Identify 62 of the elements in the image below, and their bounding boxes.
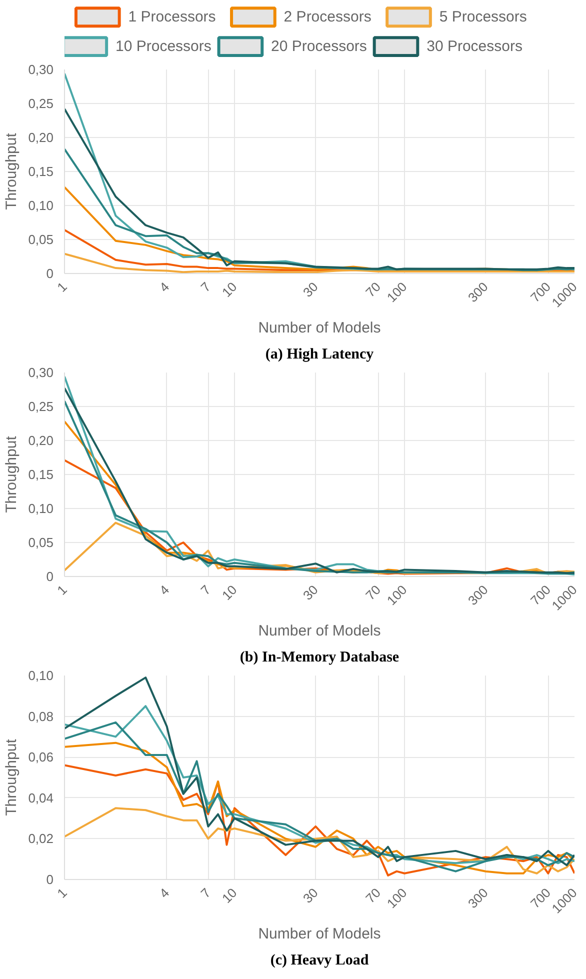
x-tick-label: 300 [464,582,491,608]
y-tick-label: 0,25 [28,96,54,111]
y-tick-label: 0 [46,872,54,887]
y-tick-label: 0,10 [28,501,54,516]
y-tick-label: 0,20 [28,130,54,145]
text: (a) High Latency [265,346,374,362]
y-tick-label: 0,08 [28,708,54,724]
y-tick-label: 0,05 [28,535,54,550]
x-tick-label: 7 [198,279,214,295]
y-tick-label: 0,15 [28,467,54,482]
x-tick-label: 70 [362,279,384,300]
x-tick-label: 4 [156,885,172,901]
y-tick-label: 0,20 [28,433,54,448]
x-tick-label: 1 [54,885,70,901]
x-tick-label: 300 [464,885,491,912]
x-tick-label: 1 [54,582,70,598]
x-tick-label: 700 [528,279,554,306]
y-tick-label: 0,30 [28,365,54,380]
y-tick-label: 0,05 [28,232,54,247]
x-axis-title: Number of Models [258,319,381,336]
y-tick-label: 0,30 [28,62,54,77]
y-tick-label: 0,15 [28,164,54,179]
x-tick-label: 4 [156,582,172,598]
x-tick-label: 100 [384,885,410,912]
x-tick-label: 10 [218,885,240,906]
x-tick-label: 100 [384,279,410,306]
y-tick-label: 0,10 [28,668,54,683]
y-axis-title: Throughput [3,435,20,513]
text: (c) Heavy Load [270,952,370,968]
x-tick-label: 7 [198,582,214,598]
x-tick-label: 10 [218,582,240,604]
legend-label: 5 Processors [439,8,527,26]
x-tick-label: 4 [156,279,172,295]
y-axis-title: Throughput [3,132,20,210]
x-tick-label: 1 [54,279,70,295]
y-tick-label: 0,10 [28,198,54,213]
y-tick-label: 0,04 [28,790,54,806]
x-axis-title: Number of Models [258,925,381,942]
legend-label: 10 Processors [116,38,212,56]
y-tick-label: 0 [46,266,54,281]
x-tick-label: 30 [300,582,321,604]
y-tick-label: 0,25 [28,399,54,414]
legend-label: 20 Processors [271,38,367,56]
x-tick-label: 70 [362,582,384,604]
legend-label: 30 Processors [426,38,522,56]
y-tick-label: 0 [46,569,54,584]
x-tick-label: 30 [300,279,321,300]
x-tick-label: 700 [528,582,554,608]
y-axis-title: Throughput [3,738,20,816]
x-tick-label: 100 [384,582,410,608]
text: (b) In-Memory Database [240,650,400,666]
x-tick-label: 300 [464,279,491,306]
x-tick-label: 7 [198,885,214,901]
legend-label: 2 Processors [284,8,372,26]
legend-label: 1 Processors [128,8,216,26]
x-tick-label: 30 [300,885,321,906]
x-tick-label: 70 [362,885,384,906]
x-axis-title: Number of Models [258,622,381,640]
x-tick-label: 10 [218,279,240,300]
y-tick-label: 0,02 [28,831,54,846]
y-tick-label: 0,06 [28,750,54,765]
x-tick-label: 700 [528,885,554,912]
